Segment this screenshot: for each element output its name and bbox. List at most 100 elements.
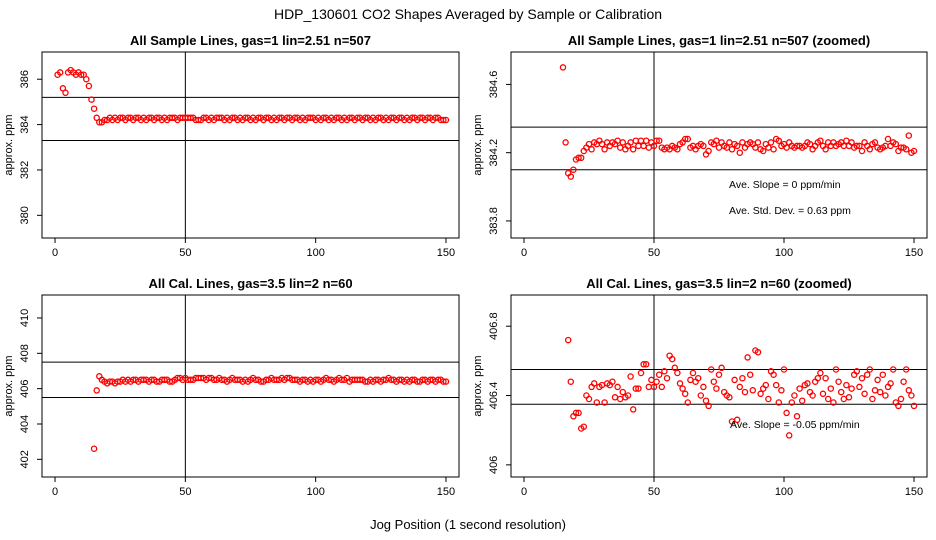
data-point bbox=[663, 374, 671, 382]
figure-x-axis-label: Jog Position (1 second resolution) bbox=[370, 517, 566, 532]
data-point bbox=[616, 395, 624, 403]
data-point bbox=[681, 390, 689, 398]
y-tick-label: 404 bbox=[19, 415, 31, 433]
plot-frame bbox=[41, 51, 460, 239]
data-point bbox=[736, 383, 744, 391]
data-point bbox=[710, 378, 718, 385]
y-tick-label: 383.8 bbox=[488, 207, 500, 235]
data-point bbox=[772, 381, 780, 389]
data-point bbox=[283, 114, 291, 122]
data-point bbox=[562, 139, 569, 146]
data-point bbox=[715, 144, 723, 151]
data-point bbox=[632, 385, 640, 392]
data-point bbox=[320, 114, 327, 122]
data-point bbox=[749, 387, 757, 394]
data-point bbox=[861, 390, 868, 398]
data-point bbox=[908, 392, 915, 399]
data-point bbox=[817, 369, 824, 377]
data-point bbox=[910, 147, 918, 155]
y-tick-label: 406 bbox=[19, 379, 31, 397]
y-tick-label: 380 bbox=[19, 206, 31, 224]
annotation-text: Ave. Slope = 0 ppm/min bbox=[729, 179, 841, 191]
data-point bbox=[837, 388, 845, 396]
data-point bbox=[757, 390, 764, 398]
y-tick-label: 384.2 bbox=[488, 139, 500, 167]
y-tick-label: 406.4 bbox=[488, 382, 500, 410]
x-tick-label: 150 bbox=[905, 247, 923, 259]
panel-sample-zoomed: All Sample Lines, gas=1 lin=2.51 n=507 (… bbox=[472, 33, 928, 259]
data-point bbox=[187, 114, 194, 122]
data-point bbox=[169, 114, 176, 122]
data-point bbox=[83, 75, 90, 83]
data-point bbox=[728, 146, 736, 153]
data-point bbox=[635, 385, 642, 392]
data-point bbox=[869, 395, 876, 403]
data-point bbox=[655, 371, 663, 378]
data-point bbox=[733, 142, 741, 150]
data-point bbox=[726, 394, 733, 401]
data-point bbox=[145, 114, 153, 122]
data-point bbox=[671, 364, 679, 372]
y-tick-label: 384 bbox=[19, 115, 31, 133]
x-tick-label: 100 bbox=[775, 486, 793, 498]
data-point bbox=[575, 154, 582, 162]
data-point bbox=[858, 374, 866, 382]
panel-title: All Sample Lines, gas=1 lin=2.51 n=507 bbox=[130, 33, 371, 48]
data-point bbox=[848, 385, 855, 392]
plot-frame bbox=[510, 51, 928, 239]
data-point bbox=[681, 135, 689, 143]
data-point bbox=[655, 137, 663, 144]
data-point bbox=[642, 137, 650, 144]
data-point bbox=[848, 139, 855, 146]
data-point bbox=[705, 402, 712, 410]
data-point bbox=[879, 371, 887, 378]
data-point bbox=[866, 366, 874, 373]
data-point bbox=[874, 376, 881, 384]
annotation-text: Ave. Std. Dev. = 0.63 ppm bbox=[729, 205, 851, 217]
data-point bbox=[242, 114, 249, 122]
x-tick-label: 50 bbox=[179, 247, 191, 259]
data-point bbox=[845, 394, 853, 401]
plot-frame bbox=[41, 294, 460, 478]
data-point bbox=[754, 348, 762, 356]
data-point bbox=[85, 82, 93, 90]
data-point bbox=[822, 374, 829, 382]
data-point bbox=[609, 378, 616, 385]
data-point bbox=[440, 116, 447, 124]
data-point bbox=[387, 114, 395, 122]
data-point bbox=[770, 371, 777, 378]
data-point bbox=[892, 140, 900, 148]
data-point bbox=[796, 385, 803, 392]
figure-title: HDP_130601 CO2 Shapes Averaged by Sample… bbox=[274, 6, 662, 22]
y-axis-label: approx. ppm bbox=[472, 114, 484, 175]
data-point bbox=[619, 388, 627, 396]
data-point bbox=[871, 387, 879, 394]
data-point bbox=[354, 114, 361, 122]
data-point bbox=[705, 147, 712, 155]
x-tick-label: 100 bbox=[306, 486, 324, 498]
data-point bbox=[346, 114, 353, 122]
y-tick-label: 382 bbox=[19, 161, 31, 179]
data-point bbox=[824, 395, 832, 403]
data-point bbox=[640, 142, 647, 150]
data-point bbox=[778, 387, 785, 394]
data-point bbox=[770, 146, 777, 153]
data-point bbox=[88, 96, 95, 103]
data-point bbox=[804, 380, 811, 387]
y-tick-label: 410 bbox=[19, 309, 31, 327]
data-point bbox=[905, 132, 913, 139]
data-point bbox=[629, 406, 637, 413]
data-point bbox=[741, 388, 749, 396]
data-point bbox=[77, 71, 85, 78]
data-point bbox=[694, 374, 702, 382]
y-tick-label: 408 bbox=[19, 344, 31, 362]
data-point bbox=[762, 381, 770, 389]
data-point bbox=[374, 114, 382, 122]
data-point bbox=[746, 371, 754, 378]
data-point bbox=[648, 376, 655, 384]
data-point bbox=[713, 385, 720, 392]
data-point bbox=[424, 114, 431, 122]
data-point bbox=[577, 154, 585, 162]
data-point bbox=[858, 147, 866, 155]
data-point bbox=[835, 378, 842, 385]
